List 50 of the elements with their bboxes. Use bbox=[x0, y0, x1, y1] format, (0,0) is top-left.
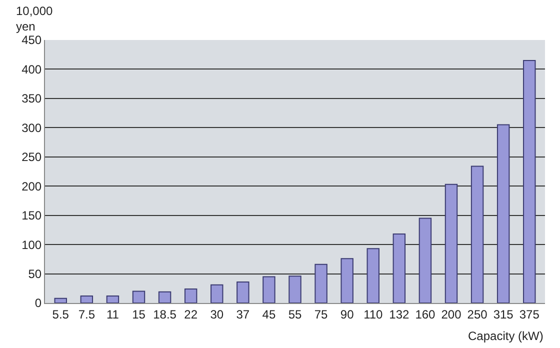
y-tick-label: 50 bbox=[28, 266, 42, 281]
x-tick-label: 22 bbox=[184, 307, 198, 322]
x-tick-label: 7.5 bbox=[78, 307, 96, 322]
x-tick-label: 250 bbox=[467, 307, 488, 322]
y-tick-label: 100 bbox=[22, 238, 42, 252]
y-tick-label: 0 bbox=[34, 296, 42, 310]
x-tick-label: 110 bbox=[364, 307, 384, 322]
y-tick-label: 200 bbox=[22, 179, 42, 194]
bar bbox=[418, 218, 432, 303]
bar bbox=[236, 281, 250, 303]
y-tick-label: 350 bbox=[22, 92, 42, 106]
bar bbox=[444, 184, 458, 303]
bar bbox=[262, 276, 276, 303]
bar bbox=[314, 264, 328, 303]
x-tick-label: 315 bbox=[493, 307, 514, 322]
bar bbox=[340, 258, 354, 303]
x-tick-label: 75 bbox=[314, 307, 328, 322]
bar bbox=[392, 234, 406, 303]
bar bbox=[288, 276, 302, 303]
bar bbox=[106, 295, 120, 303]
x-tick-label: 15 bbox=[132, 307, 146, 322]
bar bbox=[366, 248, 380, 303]
x-tick-label: 37 bbox=[236, 307, 250, 322]
y-tick-label: 400 bbox=[22, 62, 42, 76]
x-tick-label: 55 bbox=[288, 307, 302, 322]
bar bbox=[496, 124, 510, 303]
x-tick-label: 90 bbox=[340, 307, 354, 322]
x-tick-label: 5.5 bbox=[52, 307, 70, 322]
x-tick-label: 375 bbox=[519, 307, 540, 322]
x-tick-label: 11 bbox=[106, 307, 120, 322]
x-tick-label: 30 bbox=[210, 307, 224, 322]
y-tick-label: 250 bbox=[22, 150, 42, 164]
bar bbox=[523, 60, 536, 303]
y-axis-title: 10,000 yen bbox=[16, 4, 54, 34]
y-tick-label: 150 bbox=[22, 208, 42, 223]
x-tick-label: 200 bbox=[441, 307, 462, 322]
x-tick-label: 45 bbox=[262, 307, 276, 322]
x-tick-label: 18.5 bbox=[153, 307, 177, 322]
x-tick-label: 160 bbox=[415, 307, 436, 322]
bar bbox=[184, 288, 198, 303]
x-tick-label: 132 bbox=[389, 307, 410, 322]
bar bbox=[158, 291, 172, 303]
bar bbox=[80, 295, 94, 303]
bar bbox=[470, 166, 484, 303]
x-axis-title: Capacity (kW) bbox=[468, 329, 544, 343]
y-tick-label: 450 bbox=[22, 33, 42, 48]
bar bbox=[210, 284, 224, 303]
bar bbox=[54, 298, 67, 303]
y-tick-label: 300 bbox=[22, 120, 42, 135]
bar bbox=[132, 290, 146, 303]
